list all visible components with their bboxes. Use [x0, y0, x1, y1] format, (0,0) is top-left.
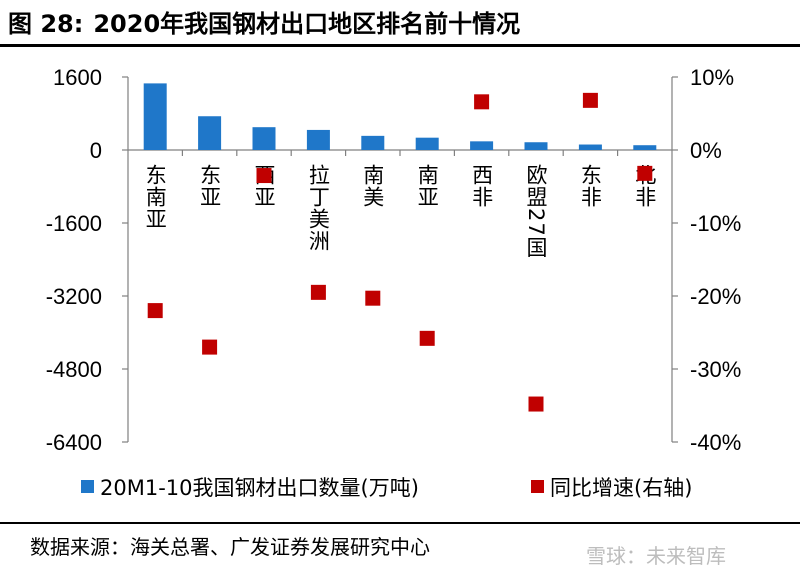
- growth-marker: [256, 168, 272, 184]
- chart: 1600 0 -1600 -3200 -4800 -6400 10% 0% -10% -20% -3…: [46, 65, 742, 500]
- growth-marker: [419, 330, 435, 346]
- growth-marker: [582, 92, 598, 108]
- bar: [578, 144, 602, 150]
- right-tick-label: 10%: [690, 65, 734, 90]
- category-label: 南亚: [415, 164, 439, 208]
- right-tick-label: -20%: [690, 284, 741, 309]
- bar: [470, 141, 494, 150]
- bar: [306, 129, 330, 150]
- growth-marker: [528, 396, 544, 412]
- legend-label-growth: 同比增速(右轴): [550, 476, 692, 500]
- left-tick-label: -3200: [46, 284, 102, 309]
- footer-divider: [0, 522, 800, 524]
- growth-marker: [147, 303, 163, 319]
- right-tick-label: -30%: [690, 357, 741, 382]
- category-label: 东亚: [198, 164, 222, 208]
- bar: [524, 142, 548, 150]
- left-tick-label: 1600: [53, 65, 102, 90]
- right-tick-label: 0%: [690, 138, 722, 163]
- bar: [252, 127, 276, 150]
- left-tick-label: -4800: [46, 357, 102, 382]
- growth-marker: [474, 94, 490, 110]
- growth-marker: [365, 290, 381, 306]
- legend-label-volume: 20M1-10我国钢材出口数量(万吨): [100, 476, 419, 500]
- left-tick-label: 0: [90, 138, 102, 163]
- bar: [143, 83, 167, 150]
- legend-swatch-growth: [531, 480, 544, 493]
- figure-title-text: 2020年我国钢材出口地区排名前十情况: [93, 10, 521, 38]
- title-divider: [0, 44, 800, 47]
- category-label: 东南亚: [143, 164, 167, 230]
- growth-marker: [310, 284, 326, 300]
- category-label: 拉丁美洲: [306, 164, 330, 252]
- right-tick-label: -40%: [690, 430, 741, 455]
- bar: [415, 137, 439, 150]
- category-label: 欧盟27国: [524, 164, 548, 259]
- bar: [198, 116, 222, 150]
- bar: [633, 145, 657, 150]
- figure-title: 图 28: 2020年我国钢材出口地区排名前十情况: [8, 4, 520, 39]
- left-tick-label: -1600: [46, 211, 102, 236]
- right-tick-label: -10%: [690, 211, 741, 236]
- left-tick-label: -6400: [46, 430, 102, 455]
- growth-marker: [202, 339, 218, 355]
- category-label: 东非: [578, 164, 602, 208]
- category-label: 南美: [361, 164, 385, 208]
- category-label: 西非: [470, 164, 494, 208]
- legend-swatch-volume: [81, 480, 94, 493]
- watermark: 雪球：未来智库: [586, 544, 726, 568]
- bar: [361, 135, 385, 150]
- growth-marker: [637, 165, 653, 181]
- source-note: 数据来源：海关总署、广发证券发展研究中心: [30, 535, 430, 559]
- figure-number: 图 28:: [8, 10, 84, 38]
